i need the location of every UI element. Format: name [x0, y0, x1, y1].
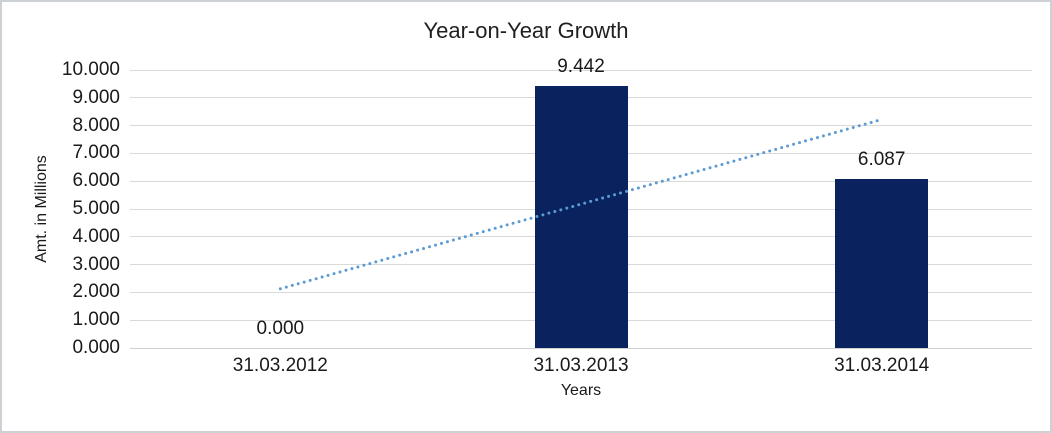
y-tick-label: 5.000	[72, 198, 120, 219]
data-label: 6.087	[857, 148, 906, 170]
gridline	[130, 347, 1032, 349]
trendline-dotted	[278, 117, 884, 291]
y-tick-label: 8.000	[72, 114, 120, 136]
y-tick-label: 2.000	[72, 281, 120, 303]
y-tick-label: 9.000	[72, 86, 120, 108]
data-label: 9.442	[557, 55, 605, 77]
chart-title: Year-on-Year Growth	[423, 18, 629, 43]
y-tick-label: 6.000	[72, 170, 120, 192]
bar-31.03.2013[interactable]	[534, 85, 628, 348]
y-tick-label: 3.000	[72, 253, 120, 275]
data-label: 0.000	[256, 318, 305, 339]
gridline	[130, 69, 1032, 71]
x-axis-title: Years	[560, 382, 602, 399]
y-tick-label: 4.000	[72, 225, 120, 247]
x-axis-tick-labels: 31.03.2012 31.03.2013 31.03.2014	[130, 356, 1032, 378]
x-tick-label: 31.03.2012	[232, 355, 328, 376]
y-axis-tick-labels: 0.000 1.000 2.000 3.000 4.000 5.000 6.000 7.000…	[2, 60, 120, 358]
y-tick-label: 10.000	[61, 59, 120, 80]
y-tick-label: 1.000	[72, 309, 120, 331]
trendline	[278, 117, 884, 291]
y-tick-label: 0.000	[72, 337, 120, 358]
x-tick-label: 31.03.2013	[533, 355, 629, 376]
y-tick-label: 7.000	[72, 142, 120, 164]
bar-31.03.2014[interactable]	[835, 178, 929, 348]
plot-area: 0.000 9.442 6.087	[130, 56, 1032, 349]
x-tick-label: 31.03.2014	[834, 355, 930, 376]
